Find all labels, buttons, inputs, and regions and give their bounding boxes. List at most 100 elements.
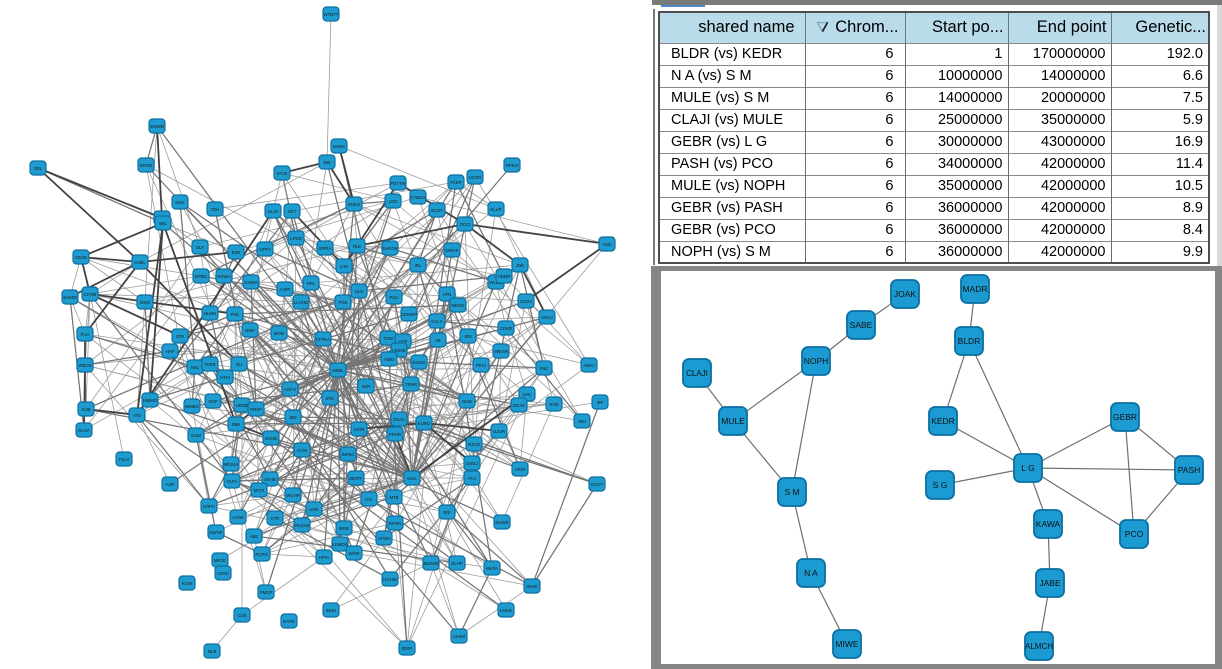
- svg-text:RCPIC: RCPIC: [255, 552, 268, 557]
- svg-text:ACW: ACW: [297, 448, 308, 453]
- svg-text:SARJW: SARJW: [382, 246, 398, 251]
- svg-text:WTBTT: WTBTT: [324, 12, 339, 17]
- svg-text:FIJA: FIJA: [81, 332, 90, 337]
- svg-text:GEBR: GEBR: [1113, 412, 1137, 422]
- svg-text:KAWA: KAWA: [1036, 519, 1061, 529]
- svg-text:ERI: ERI: [443, 510, 450, 515]
- svg-text:MULE: MULE: [721, 416, 745, 426]
- svg-text:KGW: KGW: [182, 581, 193, 586]
- svg-text:L G: L G: [1021, 463, 1034, 473]
- svg-text:JDE: JDE: [516, 263, 524, 268]
- svg-text:LMKD: LMKD: [500, 608, 512, 613]
- svg-text:OPPJ: OPPJ: [259, 247, 270, 252]
- svg-text:HPIA: HPIA: [319, 555, 329, 560]
- svg-text:WGHR: WGHR: [286, 493, 300, 498]
- svg-text:DTJS: DTJS: [277, 171, 288, 176]
- svg-text:RLE: RLE: [353, 244, 361, 249]
- svg-text:IRL: IRL: [415, 263, 422, 268]
- svg-text:OAIL: OAIL: [407, 476, 417, 481]
- svg-text:SNKO: SNKO: [348, 202, 361, 207]
- svg-text:IMESR: IMESR: [494, 349, 508, 354]
- svg-text:GRPH: GRPH: [203, 504, 215, 509]
- svg-text:EDK: EDK: [232, 250, 241, 255]
- svg-text:FDTTW: FDTTW: [390, 181, 406, 186]
- svg-text:UUP: UUP: [398, 339, 407, 344]
- svg-text:KRUJ: KRUJ: [541, 315, 552, 320]
- svg-text:SOOA: SOOA: [520, 299, 533, 304]
- svg-text:AJJW: AJJW: [232, 515, 244, 520]
- svg-text:GGCT: GGCT: [591, 482, 604, 487]
- svg-text:NIUE: NIUE: [462, 399, 472, 404]
- svg-text:FKEP: FKEP: [450, 180, 461, 185]
- svg-text:CROI: CROI: [515, 467, 526, 472]
- svg-text:MADR: MADR: [962, 284, 987, 294]
- svg-text:KCLA: KCLA: [431, 319, 442, 324]
- svg-text:TKER: TKER: [204, 362, 215, 367]
- svg-text:CBJW: CBJW: [75, 255, 88, 260]
- svg-text:S G: S G: [933, 480, 948, 490]
- svg-text:TRNR: TRNR: [405, 382, 417, 387]
- svg-text:SGOE: SGOE: [265, 436, 278, 441]
- svg-text:KLUP: KLUP: [490, 207, 501, 212]
- svg-text:KURU: KURU: [418, 421, 430, 426]
- svg-text:NEBL: NEBL: [332, 368, 344, 373]
- svg-text:DLHP: DLHP: [451, 561, 463, 566]
- svg-text:GJOR: GJOR: [493, 429, 505, 434]
- svg-text:SER: SER: [362, 384, 371, 389]
- svg-text:CDHD: CDHD: [500, 326, 512, 331]
- svg-text:MOM: MOM: [274, 331, 285, 336]
- svg-text:MRJUH: MRJUH: [223, 462, 238, 467]
- svg-text:OSAC: OSAC: [393, 417, 405, 422]
- svg-text:NWK: NWK: [245, 328, 255, 333]
- svg-text:IWJU: IWJU: [326, 608, 337, 613]
- svg-text:MMMD: MMMD: [143, 398, 157, 403]
- svg-text:SBH: SBH: [232, 422, 241, 427]
- svg-text:LDMOS: LDMOS: [332, 542, 347, 547]
- svg-text:AKKM: AKKM: [453, 634, 466, 639]
- svg-text:S M: S M: [784, 487, 799, 497]
- svg-text:EUWR: EUWR: [495, 520, 508, 525]
- svg-text:SKHB: SKHB: [264, 477, 276, 482]
- svg-text:DSGJ: DSGJ: [466, 461, 477, 466]
- svg-text:OJML: OJML: [134, 260, 146, 265]
- svg-text:CRSC: CRSC: [217, 571, 229, 576]
- svg-text:PASH: PASH: [1178, 465, 1201, 475]
- svg-text:GHMH: GHMH: [244, 280, 257, 285]
- svg-text:PGK: PGK: [338, 300, 347, 305]
- svg-text:IBF: IBF: [597, 400, 604, 405]
- svg-text:UCDR: UCDR: [469, 175, 481, 180]
- svg-text:RPKO: RPKO: [506, 163, 519, 168]
- svg-text:HAP: HAP: [166, 349, 175, 354]
- svg-text:RHD: RHD: [549, 402, 558, 407]
- svg-text:BCST: BCST: [431, 208, 443, 213]
- svg-text:RJOO: RJOO: [468, 442, 481, 447]
- svg-text:HNC: HNC: [602, 242, 611, 247]
- svg-text:INFBC: INFBC: [342, 452, 355, 457]
- svg-text:CLAJI: CLAJI: [686, 369, 708, 378]
- svg-text:DOAK: DOAK: [513, 403, 525, 408]
- svg-text:MIWE: MIWE: [835, 639, 858, 649]
- svg-text:KEDR: KEDR: [931, 416, 955, 426]
- svg-text:PAJ: PAJ: [468, 476, 476, 481]
- svg-text:IPFRA: IPFRA: [319, 246, 332, 251]
- svg-text:MTB: MTB: [389, 495, 398, 500]
- svg-text:IGJ: IGJ: [236, 362, 243, 367]
- svg-text:LPDD: LPDD: [290, 236, 301, 241]
- svg-text:LDS: LDS: [389, 199, 397, 204]
- svg-text:RERR: RERR: [389, 521, 401, 526]
- svg-text:IEN: IEN: [464, 334, 471, 339]
- svg-text:CTBUG: CTBUG: [410, 195, 426, 200]
- svg-text:TOW: TOW: [383, 336, 394, 341]
- svg-text:JABE: JABE: [1039, 578, 1061, 588]
- svg-text:BRGB: BRGB: [140, 163, 152, 168]
- svg-text:AAIPI: AAIPI: [280, 287, 291, 292]
- svg-text:GLFA: GLFA: [227, 479, 238, 484]
- svg-text:OCCI: OCCI: [460, 222, 471, 227]
- svg-text:DWNP: DWNP: [209, 530, 222, 535]
- svg-text:ULO: ULO: [355, 289, 364, 294]
- svg-text:ATE: ATE: [133, 413, 141, 418]
- svg-text:IBD: IBD: [289, 415, 296, 420]
- svg-text:EHMM: EHMM: [63, 295, 77, 300]
- svg-text:OMJE: OMJE: [526, 584, 538, 589]
- svg-text:MRJG: MRJG: [214, 558, 227, 563]
